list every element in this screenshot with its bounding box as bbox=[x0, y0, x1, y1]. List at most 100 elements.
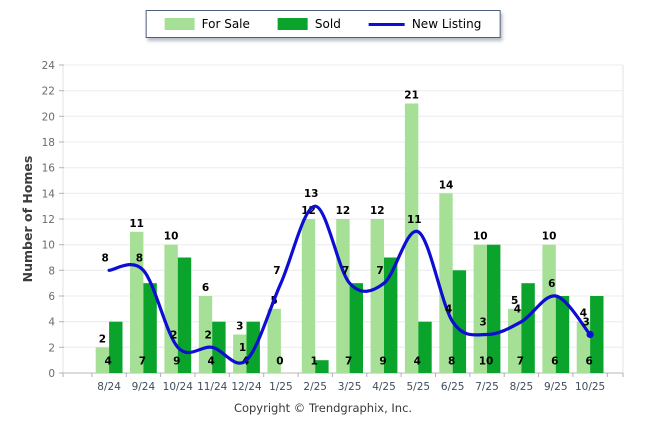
x-tick-label: 7/25 bbox=[475, 381, 499, 393]
bar bbox=[177, 257, 192, 373]
y-axis-title: Number of Homes bbox=[20, 156, 35, 283]
new-listing-value-label: 7 bbox=[342, 265, 349, 277]
bar bbox=[95, 347, 110, 373]
sold-value-label: 4 bbox=[208, 356, 215, 368]
bar bbox=[267, 308, 281, 373]
legend: For Sale Sold New Listing bbox=[145, 10, 501, 38]
x-tick-label: 1/25 bbox=[269, 381, 293, 393]
bar bbox=[336, 219, 350, 373]
new-listing-value-label: 7 bbox=[273, 265, 280, 277]
for-sale-value-label: 10 bbox=[473, 231, 488, 243]
y-tick-label: 16 bbox=[42, 163, 56, 175]
x-tick-label: 11/24 bbox=[197, 381, 228, 393]
new-listing-value-label: 2 bbox=[205, 329, 212, 341]
y-tick-label: 24 bbox=[42, 60, 56, 72]
sold-value-label: 4 bbox=[104, 356, 111, 368]
bar bbox=[590, 296, 604, 373]
sold-value-label: 6 bbox=[551, 356, 558, 368]
sold-value-label: 9 bbox=[379, 356, 386, 368]
sold-value-label: 7 bbox=[517, 356, 524, 368]
x-tick-label: 12/24 bbox=[231, 381, 262, 393]
new-listing-value-label: 3 bbox=[582, 317, 589, 329]
bar bbox=[301, 219, 316, 373]
x-tick-label: 9/24 bbox=[132, 381, 156, 393]
x-tick-label: 4/25 bbox=[372, 381, 396, 393]
y-tick-label: 14 bbox=[42, 188, 56, 200]
sold-value-label: 4 bbox=[414, 356, 421, 368]
bar bbox=[370, 219, 384, 373]
bar bbox=[198, 296, 213, 373]
y-tick-label: 4 bbox=[48, 317, 55, 329]
legend-label-new-listing: New Listing bbox=[411, 17, 482, 31]
new-listing-value-label: 2 bbox=[170, 329, 177, 341]
sold-value-label: 7 bbox=[345, 356, 352, 368]
new-listing-value-label: 8 bbox=[101, 252, 108, 264]
for-sale-value-label: 3 bbox=[236, 321, 243, 333]
sold-value-label: 8 bbox=[448, 356, 455, 368]
x-tick-label: 10/24 bbox=[163, 381, 194, 393]
for-sale-value-label: 4 bbox=[580, 308, 587, 320]
for-sale-value-label: 5 bbox=[511, 295, 518, 307]
for-sale-value-label: 10 bbox=[164, 231, 179, 243]
y-tick-label: 20 bbox=[42, 111, 55, 123]
new-listing-value-label: 4 bbox=[445, 304, 452, 316]
x-tick-label: 8/24 bbox=[97, 381, 121, 393]
new-listing-value-label: 7 bbox=[376, 265, 383, 277]
bar bbox=[349, 283, 363, 373]
y-tick-label: 10 bbox=[42, 240, 55, 252]
bar bbox=[452, 270, 467, 373]
new-listing-value-label: 6 bbox=[548, 278, 555, 290]
y-tick-label: 12 bbox=[42, 214, 55, 226]
for-sale-value-label: 6 bbox=[202, 282, 209, 294]
copyright-text: Copyright © Trendgraphix, Inc. bbox=[233, 401, 413, 415]
bar bbox=[555, 296, 570, 373]
new-listing-value-label: 3 bbox=[479, 317, 486, 329]
sold-bars bbox=[109, 244, 604, 373]
new-listing-line-icon bbox=[368, 22, 405, 26]
bar bbox=[212, 321, 226, 373]
new-listing-value-label: 13 bbox=[304, 188, 319, 200]
x-axis-ticks: 8/24 9/24 10/24 11/24 12/24 1/25 2/25 3/25 4/25 5… bbox=[97, 381, 605, 393]
for-sale-value-label: 21 bbox=[404, 90, 419, 102]
bar bbox=[473, 244, 487, 373]
bar bbox=[521, 283, 535, 373]
y-tick-label: 8 bbox=[48, 265, 55, 277]
x-tick-label: 9/25 bbox=[544, 381, 568, 393]
legend-item-sold: Sold bbox=[277, 17, 341, 31]
bar bbox=[109, 321, 123, 373]
new-listing-value-label: 11 bbox=[407, 214, 422, 226]
sold-value-label: 9 bbox=[173, 356, 180, 368]
bar bbox=[404, 103, 419, 373]
bar bbox=[542, 244, 556, 373]
y-tick-label: 18 bbox=[42, 137, 55, 149]
x-tick-label: 5/25 bbox=[407, 381, 431, 393]
sold-value-label: 10 bbox=[479, 356, 494, 368]
new-listing-value-label: 4 bbox=[514, 304, 521, 316]
legend-label-for-sale: For Sale bbox=[201, 17, 250, 31]
legend-item-new-listing: New Listing bbox=[368, 17, 482, 31]
y-tick-label: 22 bbox=[42, 86, 55, 98]
for-sale-swatch-icon bbox=[164, 18, 195, 30]
new-listing-line bbox=[107, 204, 594, 365]
new-listing-curve bbox=[107, 204, 592, 365]
for-sale-value-label: 2 bbox=[99, 333, 106, 345]
bar bbox=[164, 244, 178, 373]
bar bbox=[246, 321, 260, 373]
for-sale-value-label: 14 bbox=[439, 179, 454, 191]
sold-value-label: 7 bbox=[139, 356, 146, 368]
sold-value-label: 0 bbox=[276, 356, 283, 368]
x-tick-label: 6/25 bbox=[441, 381, 465, 393]
bar bbox=[315, 360, 329, 373]
new-listing-value-label: 1 bbox=[239, 342, 246, 354]
bar bbox=[384, 257, 398, 373]
y-tick-label: 6 bbox=[48, 291, 55, 303]
x-tick-label: 10/25 bbox=[575, 381, 605, 393]
x-tick-label: 8/25 bbox=[510, 381, 534, 393]
for-sale-value-label: 10 bbox=[542, 231, 557, 243]
legend-label-sold: Sold bbox=[314, 17, 341, 31]
